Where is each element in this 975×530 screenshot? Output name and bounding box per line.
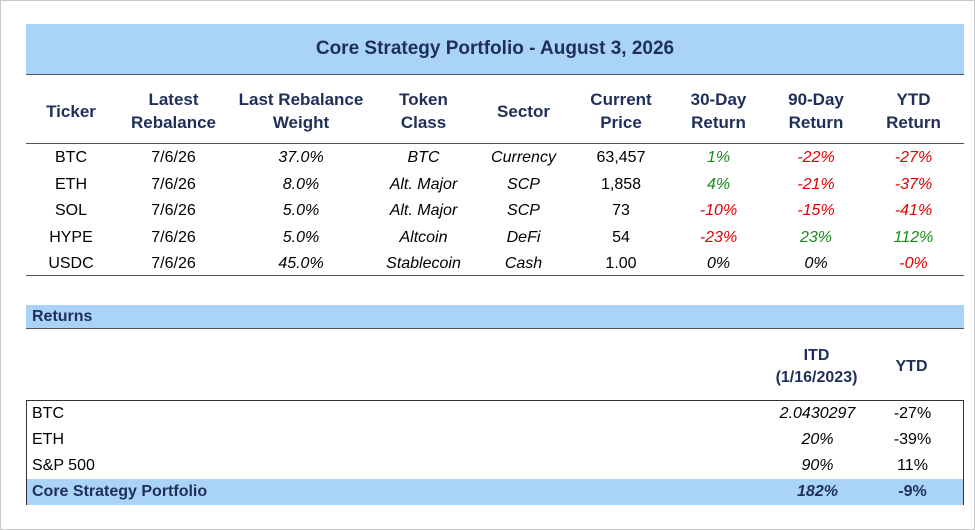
column-header-line: Sector	[497, 101, 550, 121]
column-header-line: Return	[886, 113, 941, 132]
cell-ticker: BTC	[55, 149, 87, 166]
cell-token-class: Altcoin	[399, 228, 448, 246]
cell-return-30d: -10%	[699, 202, 738, 219]
cell-return-30d: -23%	[699, 228, 738, 246]
column-header-ticker: Ticker	[26, 87, 116, 135]
cell-return-90d: 0%	[804, 255, 828, 272]
cell-sector: Currency	[491, 149, 556, 166]
returns-itd-header: ITD (1/16/2023)	[759, 343, 874, 391]
table-bottom-divider	[26, 275, 964, 276]
cell-latest-rebalance: 7/6/26	[151, 149, 196, 166]
cell-ticker: HYPE	[49, 228, 93, 246]
cell-ticker: USDC	[48, 255, 94, 272]
cell-return-ytd: -27%	[894, 149, 933, 166]
cell-current-price: 54	[612, 228, 630, 246]
cell-return-ytd: -41%	[894, 202, 933, 219]
returns-ytd-header: YTD	[895, 358, 928, 375]
cell-return-90d: -15%	[797, 202, 835, 219]
cell-rebalance-weight: 5.0%	[282, 228, 320, 246]
cell-latest-rebalance: 7/6/26	[151, 228, 196, 246]
returns-ytd: 11%	[897, 457, 928, 474]
cell-token-class: Stablecoin	[386, 255, 461, 272]
cell-ticker: ETH	[55, 175, 87, 193]
column-header-line: Return	[691, 113, 746, 132]
returns-itd: 90%	[801, 457, 834, 474]
cell-rebalance-weight: 8.0%	[282, 175, 320, 193]
returns-name: S&P 500	[32, 457, 95, 474]
column-header-latest-rebalance: Latest Rebalance	[116, 87, 231, 135]
column-header-line: Class	[400, 113, 447, 132]
cell-rebalance-weight: 45.0%	[278, 255, 324, 272]
cell-current-price: 1,858	[600, 175, 642, 193]
column-header-line: Token	[399, 90, 448, 109]
cell-sector: Cash	[504, 255, 543, 272]
returns-row: ETH 20% -39%	[27, 427, 963, 453]
column-header-line: Rebalance	[130, 113, 217, 132]
cell-return-ytd: -0%	[899, 255, 928, 272]
column-header-line: 30-Day	[690, 90, 747, 109]
column-header-return-30d: 30-Day Return	[671, 87, 766, 135]
cell-rebalance-weight: 37.0%	[278, 149, 324, 166]
cell-sector: SCP	[507, 202, 540, 219]
returns-ytd: -39%	[893, 431, 932, 448]
header-divider	[26, 143, 964, 144]
column-header-line: Weight	[272, 113, 330, 132]
cell-current-price: 1.00	[605, 255, 637, 272]
cell-token-class: Alt. Major	[389, 175, 458, 193]
cell-current-price: 73	[612, 202, 630, 219]
portfolio-title: Core Strategy Portfolio - August 3, 2026	[26, 24, 964, 75]
column-header-return-90d: 90-Day Return	[766, 87, 866, 135]
column-header-sector: Sector	[476, 87, 571, 135]
column-header-line: Latest	[148, 90, 199, 109]
cell-return-ytd: 112%	[893, 228, 934, 246]
cell-latest-rebalance: 7/6/26	[151, 202, 196, 219]
returns-itd-header-line2: (1/16/2023)	[775, 369, 858, 386]
returns-name: Core Strategy Portfolio	[32, 483, 208, 500]
returns-name: BTC	[32, 405, 64, 422]
cell-latest-rebalance: 7/6/26	[151, 255, 196, 272]
returns-row: BTC 2.0430297 -27%	[27, 401, 963, 427]
cell-return-30d: 0%	[706, 255, 731, 272]
column-header-return-ytd: YTD Return	[866, 87, 961, 135]
column-header-line: Price	[600, 113, 642, 132]
column-header-current-price: Current Price	[571, 87, 671, 135]
returns-ytd: -9%	[898, 483, 927, 500]
cell-rebalance-weight: 5.0%	[282, 202, 320, 219]
cell-latest-rebalance: 7/6/26	[151, 175, 196, 193]
cell-return-90d: -22%	[797, 149, 835, 166]
cell-token-class: BTC	[407, 149, 440, 166]
cell-token-class: Alt. Major	[389, 202, 458, 219]
returns-table: BTC 2.0430297 -27% ETH 20% -39% S&P 500 90% 11% C…	[26, 400, 964, 505]
cell-return-90d: -21%	[797, 175, 835, 193]
column-header-token-class: Token Class	[371, 87, 476, 135]
cell-return-30d: 1%	[706, 149, 731, 166]
cell-return-30d: 4%	[706, 175, 731, 193]
cell-current-price: 63,457	[596, 149, 646, 166]
cell-return-90d: 23%	[799, 228, 833, 246]
returns-section-title: Returns	[26, 305, 964, 329]
cell-sector: SCP	[507, 175, 540, 193]
returns-name: ETH	[32, 431, 64, 448]
column-header-line: 90-Day	[788, 90, 844, 109]
column-header-line: Last Rebalance	[238, 90, 364, 109]
returns-itd: 2.0430297	[779, 405, 856, 422]
returns-row: S&P 500 90% 11%	[27, 453, 963, 479]
column-header-line: Current	[590, 90, 652, 109]
returns-itd: 182%	[797, 483, 838, 500]
column-header-line: Return	[788, 113, 844, 132]
returns-ytd: -27%	[893, 405, 932, 422]
returns-row: Core Strategy Portfolio 182% -9%	[27, 479, 963, 505]
column-header-line: YTD	[896, 90, 931, 109]
cell-ticker: SOL	[54, 202, 87, 219]
column-header-line: Ticker	[46, 101, 96, 121]
column-header-rebalance-weight: Last Rebalance Weight	[231, 87, 371, 135]
returns-itd: 20%	[801, 431, 834, 448]
cell-return-ytd: -37%	[894, 175, 933, 193]
returns-itd-header-line1: ITD	[803, 347, 830, 364]
cell-sector: DeFi	[506, 228, 541, 246]
